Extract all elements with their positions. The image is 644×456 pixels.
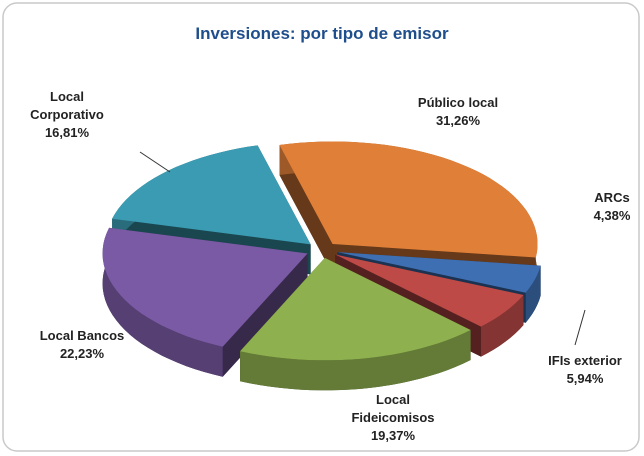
slice [112,145,311,245]
leader-line [574,309,586,346]
value-label: 22,23% [59,346,105,361]
data-label: Público local 31,26% [393,94,523,130]
value-label: 16,81% [44,125,90,140]
category-label: ARCs [594,190,630,205]
slice-side [279,144,333,274]
category-label: Local Corporativo [30,89,104,122]
value-label: 5,94% [566,371,604,386]
category-label: Local Bancos [39,328,125,343]
data-label: Local Corporativo 16,81% [17,88,117,142]
slice-wall [240,330,471,391]
category-label: Local Fideicomisos [351,392,435,425]
value-label: 31,26% [435,113,481,128]
value-label: 4,38% [593,208,631,223]
value-label: 19,37% [370,428,416,443]
slice [240,257,471,361]
slice-wall [102,227,223,377]
chart-title: Inversiones: por tipo de emisor [195,24,449,43]
slice-side [222,253,308,377]
slice-wall [525,265,541,323]
data-label: IFIs exterior 5,94% [525,352,644,388]
slice [279,141,538,258]
slice [335,254,524,327]
data-label: ARCs 4,38% [582,189,642,225]
category-label: IFIs exterior [548,353,622,368]
category-label: Público local [417,95,499,110]
leader-line [139,151,171,173]
data-label: Local Fideicomisos 19,37% [343,391,443,445]
slice [102,227,308,347]
slice-wall [481,295,524,357]
data-label: Local Bancos 22,23% [22,327,142,363]
slice [337,252,541,293]
